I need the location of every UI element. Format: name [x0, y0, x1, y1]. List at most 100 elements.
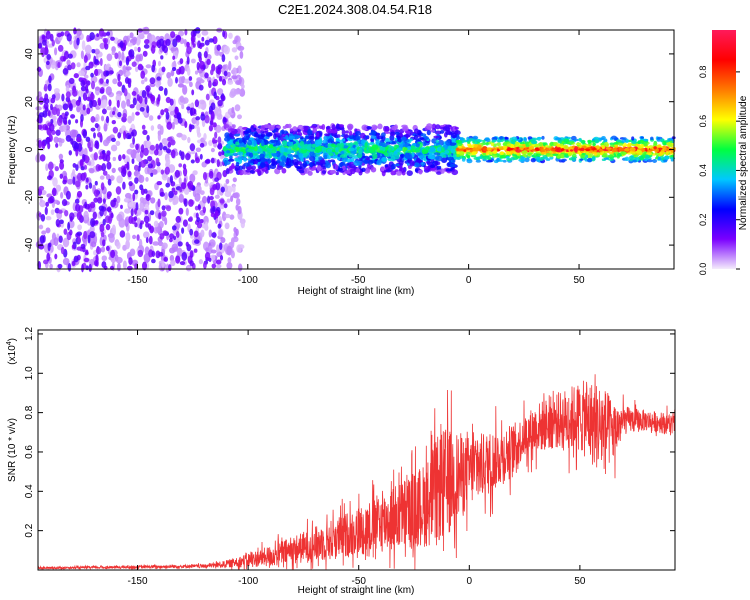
spectrogram-cell [282, 125, 287, 130]
spectrogram-cell [90, 72, 94, 78]
spectrogram-cell [603, 157, 610, 160]
spectrogram-cell [406, 170, 413, 176]
spectrogram-cell [65, 84, 70, 94]
spectrogram-cell [228, 32, 233, 39]
spectrogram-cell [182, 219, 188, 227]
spectrogram-cell [45, 216, 52, 221]
spectrogram-cell [235, 204, 239, 211]
spectrogram-cell [178, 193, 184, 203]
spectrogram-cell [629, 147, 636, 152]
spectrogram-cell [103, 39, 107, 48]
spectrogram-cell [271, 153, 278, 157]
spectrogram-cell [94, 180, 98, 186]
spectrogram-cell [307, 170, 313, 176]
spectrogram-cell [141, 261, 148, 271]
spectrogram-cell [414, 128, 419, 134]
spectrogram-cell [126, 98, 131, 107]
spectrogram-cell [405, 130, 411, 134]
spectrogram-cell [231, 47, 238, 53]
spectrogram-cell [164, 217, 168, 226]
spectrogram-cell [587, 140, 591, 144]
spectrogram-cell [102, 152, 108, 162]
spectrogram-cell [625, 144, 632, 147]
spectrogram-cell [38, 212, 42, 218]
spectrogram-cell [64, 111, 69, 117]
spectrogram-cell [591, 151, 598, 155]
spectrogram-cell [571, 154, 577, 158]
spectrogram-cell [50, 118, 54, 125]
spectrogram-cell [101, 255, 107, 262]
spectrogram-cell [49, 195, 55, 204]
spectrogram-cell [36, 66, 42, 72]
spectrogram-cell [164, 166, 170, 175]
spectrogram-cell [339, 127, 345, 131]
spectrogram-cell [93, 132, 96, 139]
spectrogram-cell [276, 125, 281, 129]
spectrogram-cell [46, 60, 50, 66]
spectrogram-cell [193, 248, 198, 253]
spectrogram-cell [305, 140, 311, 145]
spectrogram-cell [50, 103, 53, 111]
spectrogram-cell [230, 195, 234, 203]
spectrogram-cell [451, 138, 456, 144]
y-tick-label: 0.6 [24, 445, 35, 459]
spectrogram-cell [119, 230, 126, 238]
spectrogram-cell [507, 148, 512, 151]
spectrogram-cell [149, 210, 155, 216]
spectrogram-cell [631, 136, 635, 141]
spectrogram-cell [243, 162, 250, 167]
spectrogram-cell [272, 146, 277, 152]
spectrogram-cell [536, 156, 541, 160]
spectrogram-cell [65, 134, 72, 142]
spectrogram-cell [486, 147, 492, 151]
spectrogram-cell [87, 234, 91, 244]
spectrogram-cell [209, 170, 214, 179]
spectrogram-cell [306, 144, 312, 151]
spectrogram-cell [656, 136, 663, 140]
spectrogram-cell [281, 168, 287, 174]
spectrogram-cell [389, 133, 396, 137]
spectrogram-cell [456, 143, 463, 146]
spectrogram-cell [404, 147, 408, 151]
spectrogram-cell [106, 161, 112, 170]
spectrogram-cell [471, 151, 477, 156]
spectrogram-cell [150, 172, 154, 177]
spectrogram-cell [260, 161, 266, 169]
spectrogram-cell [101, 108, 107, 115]
spectrogram-cell [74, 180, 81, 188]
spectrogram-cell [161, 210, 167, 217]
spectrogram-cell [175, 255, 181, 264]
spectrogram-cell [138, 174, 145, 184]
spectrogram-cell [450, 148, 456, 154]
spectrogram-cell [520, 156, 526, 161]
spectrogram-cell [123, 88, 128, 97]
spectrogram-cell [60, 192, 64, 199]
spectrogram-cell [37, 140, 43, 148]
spectrogram-cell [126, 265, 133, 271]
spectrogram-cell [108, 215, 112, 225]
spectrogram-cell [116, 241, 121, 250]
spectrogram-cell [72, 89, 78, 97]
spectrogram-cell [436, 165, 442, 169]
spectrogram-cell [436, 171, 442, 175]
spectrogram-cell [214, 210, 219, 219]
spectrogram-cell [161, 260, 165, 268]
spectrogram-cell [150, 197, 156, 204]
spectrogram-cell [155, 143, 160, 151]
spectrogram-cell [243, 130, 249, 135]
spectrogram-cell [178, 207, 184, 215]
spectrogram-cell [66, 33, 72, 42]
spectrogram-cell [83, 257, 90, 263]
spectrogram-cell [617, 142, 624, 146]
spectrogram-cell [300, 158, 305, 162]
spectrogram-cell [89, 93, 95, 101]
spectrogram-cell [237, 45, 245, 51]
spectrogram-cell [387, 147, 393, 154]
spectrogram-cell [142, 129, 148, 136]
spectrogram-cell [235, 198, 241, 206]
spectrogram-cell [194, 184, 202, 194]
spectrogram-cell [53, 136, 59, 144]
spectrogram-cell [280, 155, 287, 161]
spectrogram-cell [86, 34, 90, 43]
